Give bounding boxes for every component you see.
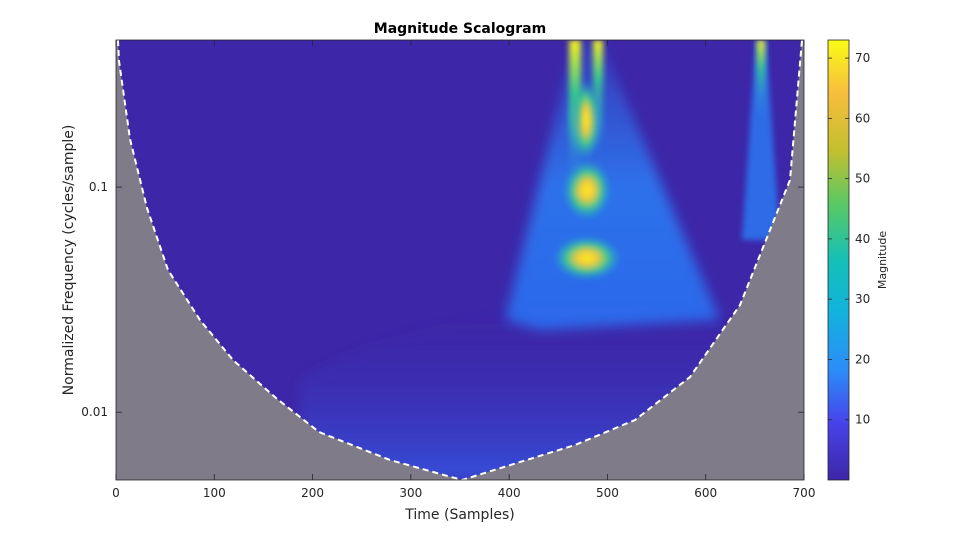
x-axis-label: Time (Samples) bbox=[404, 507, 514, 523]
x-axis: 0 100 200 300 400 500 600 700 bbox=[112, 40, 815, 500]
colorbar: 10 20 30 40 50 60 70 Magnitude bbox=[827, 39, 889, 481]
y-axis: 0.01 0.1 bbox=[81, 180, 804, 419]
coi-overlay-left bbox=[116, 40, 462, 480]
colorbar-tick-label: 20 bbox=[855, 352, 870, 366]
x-tick-label: 300 bbox=[399, 486, 422, 500]
colorbar-ticks: 10 20 30 40 50 60 70 bbox=[828, 51, 870, 427]
x-tick-label: 100 bbox=[203, 486, 226, 500]
colorbar-tick-label: 30 bbox=[855, 292, 870, 306]
x-tick-label: 700 bbox=[793, 486, 816, 500]
fan-region-2 bbox=[742, 40, 780, 240]
x-tick-label: 200 bbox=[301, 486, 324, 500]
plot-frame bbox=[115, 39, 805, 481]
colorbar-tick-label: 10 bbox=[855, 413, 870, 427]
colorbar-tick-label: 40 bbox=[855, 232, 870, 246]
colorbar-tick-label: 50 bbox=[855, 172, 870, 186]
x-tick-label: 400 bbox=[498, 486, 521, 500]
stem-left bbox=[569, 40, 581, 190]
x-tick-label: 600 bbox=[694, 486, 717, 500]
y-tick-label: 0.1 bbox=[89, 180, 108, 194]
colorbar-tick-label: 60 bbox=[855, 111, 870, 125]
chart-title: Magnitude Scalogram bbox=[374, 21, 546, 37]
y-axis-label: Normalized Frequency (cycles/sample) bbox=[61, 125, 77, 396]
stem-second bbox=[757, 40, 765, 120]
x-tick-label: 500 bbox=[596, 486, 619, 500]
plot-area bbox=[116, 40, 804, 480]
x-tick-label: 0 bbox=[112, 486, 120, 500]
blob-mid bbox=[553, 236, 621, 280]
colorbar-label: Magnitude bbox=[876, 231, 889, 290]
colorbar-tick-label: 70 bbox=[855, 51, 870, 65]
y-tick-label: 0.01 bbox=[81, 405, 108, 419]
stem-right bbox=[593, 40, 603, 150]
colorbar-gradient bbox=[827, 39, 850, 481]
coi-overlay-right bbox=[462, 40, 804, 480]
cone-of-influence-line bbox=[117, 40, 803, 480]
